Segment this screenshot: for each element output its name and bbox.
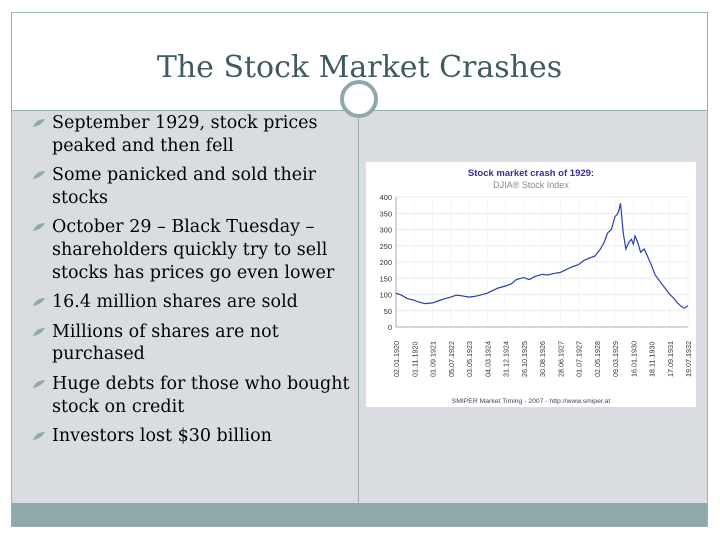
x-tick-label: 01.09.1921	[429, 341, 438, 377]
chart-image: Stock market crash of 1929: DJIA® Stock I…	[366, 162, 696, 407]
x-tick-label: 16.01.1930	[629, 341, 638, 377]
chart-subtitle: DJIA® Stock Index	[493, 180, 569, 190]
bullet-text: Millions of shares are not purchased	[52, 321, 279, 365]
x-tick-label: 04.03.1924	[483, 341, 492, 377]
footer-bar	[12, 503, 707, 526]
x-tick-label: 01.11.1920	[410, 342, 419, 377]
bullet-item: September 1929, stock prices peaked and …	[32, 112, 352, 157]
x-tick-label: 26.10.1925	[520, 341, 529, 377]
y-tick-label: 400	[379, 193, 392, 202]
x-tick-label: 28.06.1927	[556, 341, 565, 377]
bullet-item: Millions of shares are not purchased	[32, 321, 352, 366]
x-tick-label: 19.07.1932	[684, 341, 693, 377]
bullet-text: Investors lost $30 billion	[52, 426, 272, 447]
x-tick-label: 02.01.1920	[392, 341, 401, 377]
x-tick-label: 18.11.1930	[648, 342, 657, 377]
djia-series-line	[395, 203, 689, 309]
bullet-list: September 1929, stock prices peaked and …	[32, 112, 352, 455]
bullet-item: Huge debts for those who bought stock on…	[32, 373, 352, 418]
y-tick-label: 150	[379, 274, 392, 283]
bullet-item: Investors lost $30 billion	[32, 425, 352, 448]
leaf-bullet-icon	[33, 119, 45, 127]
leaf-bullet-icon	[33, 171, 45, 180]
chart-title: Stock market crash of 1929:	[468, 168, 594, 179]
bullet-text: 16.4 million shares are sold	[52, 292, 298, 313]
x-tick-label: 17.09.1931	[666, 341, 675, 377]
decorative-circle-icon	[340, 80, 378, 118]
slide-title: The Stock Market Crashes	[156, 50, 563, 85]
x-tick-label: 30.08.1926	[538, 341, 547, 377]
column-divider	[358, 110, 359, 503]
x-tick-label: 01.07.1927	[575, 341, 584, 377]
leaf-bullet-icon	[33, 327, 45, 336]
y-tick-label: 200	[379, 258, 392, 267]
y-tick-label: 250	[379, 242, 392, 251]
leaf-bullet-icon	[33, 432, 45, 441]
y-tick-label: 50	[384, 307, 392, 316]
bullet-item: 16.4 million shares are sold	[32, 291, 352, 314]
y-tick-label: 350	[379, 209, 392, 218]
x-tick-label: 09.03.1929	[611, 341, 620, 377]
bullet-item: Some panicked and sold their stocks	[32, 164, 352, 209]
x-tick-label: 02.05.1928	[593, 341, 602, 377]
leaf-bullet-icon	[33, 223, 45, 232]
leaf-bullet-icon	[33, 298, 45, 307]
y-tick-label: 100	[379, 291, 392, 300]
x-tick-label: 05.07.1922	[447, 341, 456, 377]
stock-chart-svg: Stock market crash of 1929:DJIA® Stock I…	[379, 168, 693, 405]
bullet-text: October 29 – Black Tuesday – shareholder…	[52, 217, 335, 283]
y-tick-label: 300	[379, 226, 392, 235]
bullet-text: Some panicked and sold their stocks	[52, 165, 317, 208]
bullet-text: September 1929, stock prices peaked and …	[52, 113, 318, 156]
x-tick-label: 31.12.1924	[502, 341, 511, 377]
bullet-item: October 29 – Black Tuesday – shareholder…	[32, 216, 352, 284]
chart-footer: SMIPER Market Timing - 2007 - http://www…	[452, 398, 611, 405]
x-tick-label: 03.05.1923	[465, 341, 474, 377]
leaf-bullet-icon	[33, 379, 45, 388]
bullet-text: Huge debts for those who bought stock on…	[52, 373, 350, 417]
y-tick-label: 0	[388, 323, 392, 332]
